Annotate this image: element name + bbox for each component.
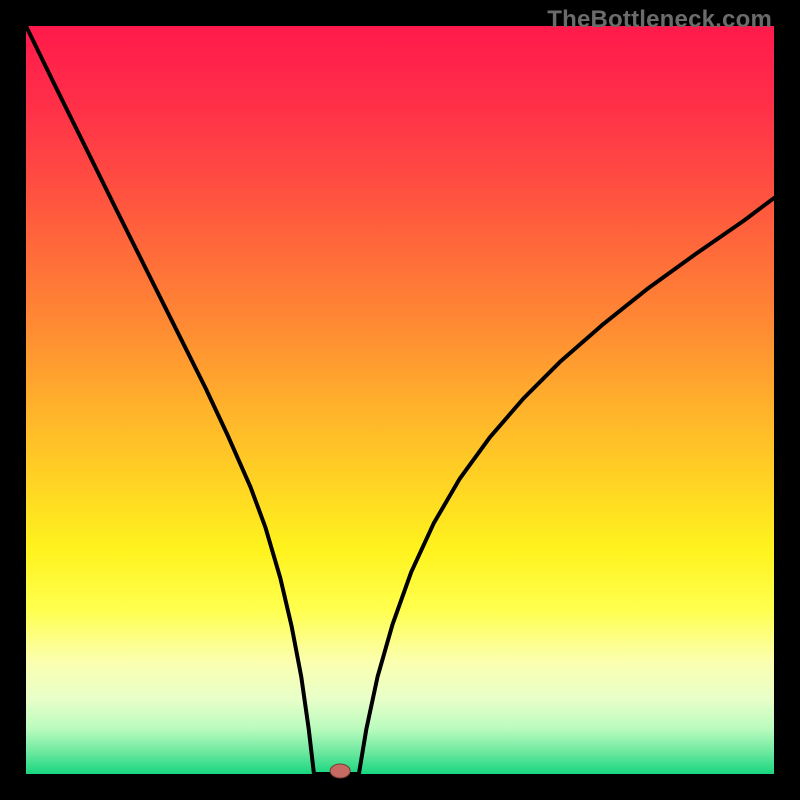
watermark-text: TheBottleneck.com: [547, 6, 772, 34]
plot-area: [26, 26, 774, 774]
chart-frame: TheBottleneck.com: [0, 0, 800, 800]
bottleneck-chart: [0, 0, 800, 800]
optimum-marker: [330, 764, 350, 778]
